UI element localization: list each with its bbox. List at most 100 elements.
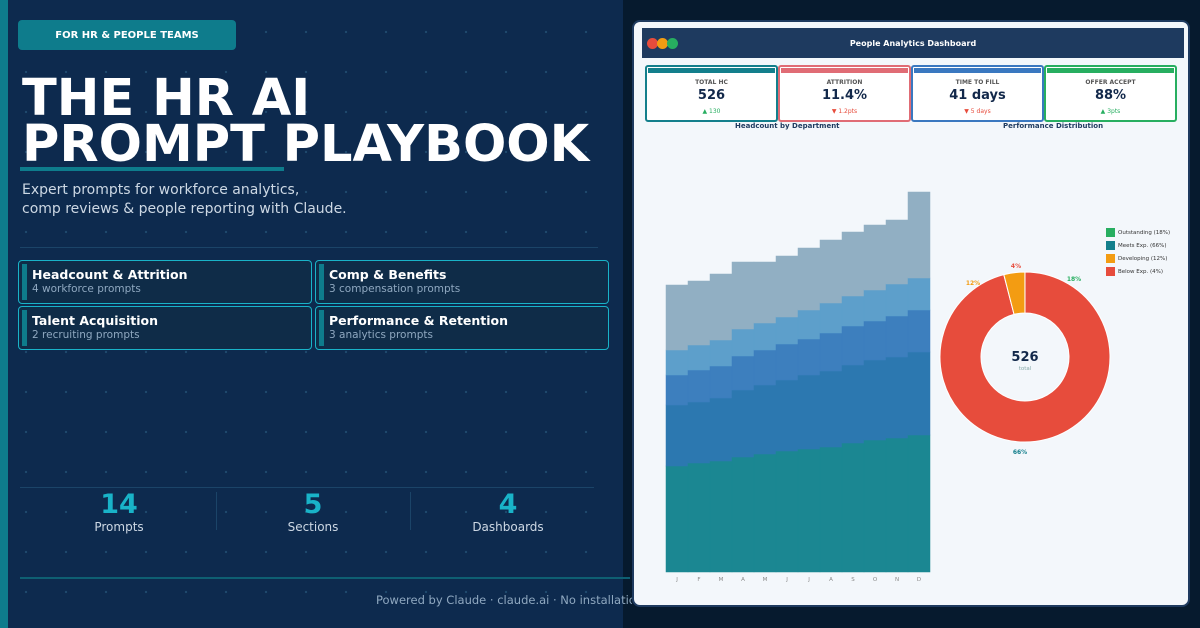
category-card[interactable]: Talent Acquisition 2 recruiting prompts	[18, 306, 312, 350]
bar-segment	[885, 219, 909, 285]
legend-label: Meets Exp. (66%)	[1118, 242, 1167, 249]
kpi-label: TOTAL HC	[695, 79, 728, 86]
x-tick-label: J	[807, 577, 810, 583]
legend-swatch	[1106, 241, 1115, 250]
x-tick-label: S	[851, 577, 855, 583]
donut-slice-label: 18%	[1067, 276, 1081, 283]
bar-segment	[665, 349, 689, 376]
bar-segment	[819, 370, 843, 448]
bar-segment	[775, 343, 799, 381]
bar-segment	[687, 401, 711, 464]
kpi-label: ATTRITION	[826, 79, 863, 86]
bar-segment	[863, 320, 887, 361]
category-title: Talent Acquisition	[32, 313, 159, 328]
x-tick-label: F	[697, 577, 700, 583]
stat-label: Dashboards	[472, 520, 544, 534]
bar-segment	[753, 322, 777, 351]
bar-segment	[731, 389, 755, 458]
kpi-delta: ▲ 3pts	[1100, 108, 1121, 115]
legend-swatch	[1106, 267, 1115, 276]
divider	[20, 577, 630, 579]
bar-chart-title: Headcount by Department	[735, 122, 840, 130]
bar-segment	[819, 332, 843, 372]
subtitle-line-2: comp reviews & people reporting with Cla…	[22, 201, 347, 217]
bar-segment	[731, 261, 755, 330]
category-title: Headcount & Attrition	[32, 267, 188, 282]
category-card[interactable]: Comp & Benefits 3 compensation prompts	[315, 260, 609, 304]
donut-slice-label: 12%	[966, 280, 980, 287]
bar-segment	[885, 283, 909, 317]
legend-item: Below Exp. (4%)	[1106, 265, 1170, 278]
donut-center-value: 526	[1011, 350, 1038, 365]
x-tick-label: M	[763, 577, 768, 583]
x-tick-label: D	[917, 577, 921, 583]
window-maximize-dot	[667, 38, 678, 49]
bar-segment	[775, 316, 799, 345]
stat-number: 14	[100, 489, 138, 520]
bar-segment	[841, 231, 865, 297]
kpi-color-bar	[914, 68, 1041, 73]
legend-label: Developing (12%)	[1118, 255, 1168, 262]
bar-segment	[885, 315, 909, 358]
stat-label: Prompts	[94, 520, 144, 534]
kpi-label: TIME TO FILL	[955, 79, 1000, 86]
bar-segment	[731, 355, 755, 391]
bar-segment	[775, 379, 799, 452]
bar-segment	[665, 465, 689, 573]
category-card[interactable]: Headcount & Attrition 4 workforce prompts	[18, 260, 312, 304]
kpi-card: TIME TO FILL 41 days ▼ 5 days	[911, 65, 1044, 122]
bar-segment	[709, 273, 733, 341]
bar-segment	[863, 289, 887, 322]
bar-segment	[863, 439, 887, 573]
divider	[20, 247, 598, 248]
bar-segment	[753, 384, 777, 455]
category-card[interactable]: Performance & Retention 3 analytics promp…	[315, 306, 609, 350]
category-sub: 2 recruiting prompts	[32, 329, 140, 341]
page-title: THE HR AI PROMPT PLAYBOOK	[22, 69, 589, 170]
bar-segment	[665, 404, 689, 467]
bar-segment	[709, 339, 733, 367]
bar-segment	[797, 247, 821, 311]
stat-dashboards: 4 Dashboards	[410, 490, 606, 535]
x-tick-label: M	[719, 577, 724, 583]
bar-segment	[819, 446, 843, 573]
bar-segment	[885, 356, 909, 439]
window-minimize-dot	[657, 38, 668, 49]
bar-segment	[907, 309, 931, 353]
title-line-1: THE HR AI	[22, 69, 311, 128]
x-tick-label: J	[675, 577, 678, 583]
window-close-dot	[647, 38, 658, 49]
kpi-card: TOTAL HC 526 ▲ 130	[645, 65, 778, 122]
footer-text: Powered by Claude · claude.ai · No insta…	[376, 593, 632, 607]
donut-slice	[939, 271, 1111, 443]
dashboard-header: People Analytics Dashboard	[642, 28, 1184, 58]
bar-segment	[797, 448, 821, 573]
kpi-delta: ▼ 5 days	[964, 108, 991, 115]
kpi-value: 41 days	[949, 88, 1006, 103]
kpi-card: OFFER ACCEPT 88% ▲ 3pts	[1044, 65, 1177, 122]
bar-segment	[797, 338, 821, 376]
kpi-color-bar	[1047, 68, 1174, 73]
x-tick-label: O	[873, 577, 878, 583]
bar-segment	[797, 374, 821, 450]
bar-segment	[665, 284, 689, 351]
bar-segment	[709, 365, 733, 399]
divider	[410, 492, 411, 530]
divider	[216, 492, 217, 530]
kpi-delta: ▼ 1.2pts	[831, 108, 858, 115]
legend-item: Developing (12%)	[1106, 252, 1170, 265]
bar-segment	[841, 364, 865, 444]
bar-segment	[885, 437, 909, 573]
donut-slice	[1003, 271, 1026, 315]
x-tick-label: A	[829, 577, 833, 583]
category-sub: 3 compensation prompts	[329, 283, 461, 295]
audience-badge: FOR HR & PEOPLE TEAMS	[18, 20, 236, 50]
donut-legend: Outstanding (18%) Meets Exp. (66%) Develop…	[1106, 226, 1170, 278]
bar-segment	[841, 295, 865, 327]
donut-center-label: total	[1019, 366, 1032, 372]
kpi-label: OFFER ACCEPT	[1085, 79, 1136, 86]
kpi-delta: ▲ 130	[702, 108, 721, 115]
stat-prompts: 14 Prompts	[21, 489, 217, 535]
donut-slice-label: 4%	[1011, 263, 1021, 270]
